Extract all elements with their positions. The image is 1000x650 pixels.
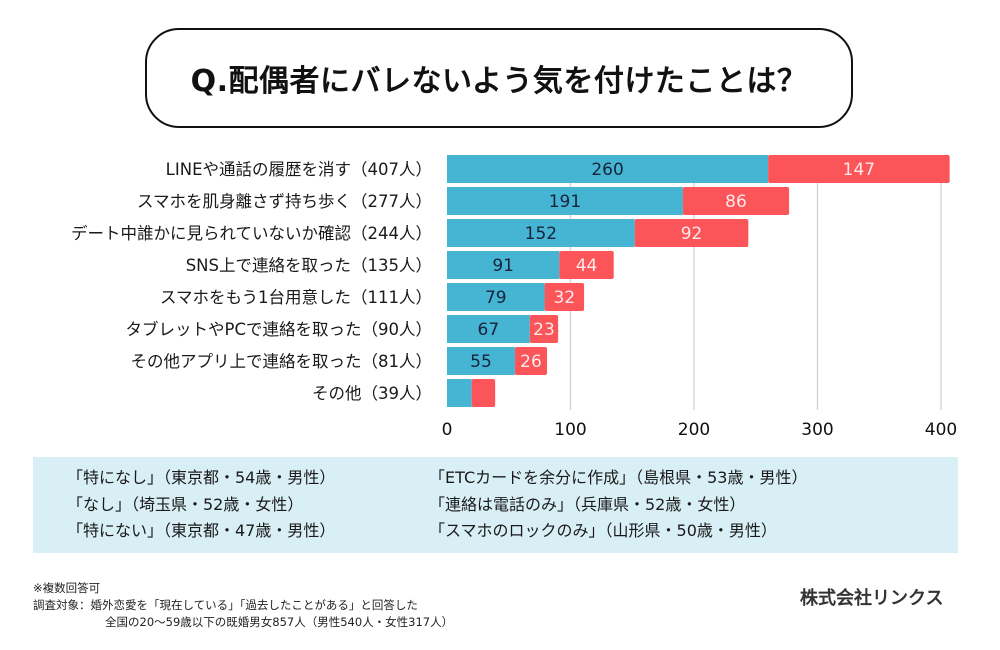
quote-item: 「なし」（埼玉県・52歳・女性）	[67, 494, 304, 514]
chart-title: Q.配偶者にバレないよう気を付けたことは？	[190, 64, 808, 99]
category-label: デート中誰かに見られていないか確認（244人）	[71, 223, 432, 243]
category-label: その他アプリ上で連絡を取った（81人）	[131, 352, 433, 371]
bar-segment-female	[682, 187, 790, 215]
bar-segment-female	[768, 155, 950, 183]
category-label: その他（39人）	[312, 384, 432, 403]
bar-segment-female	[559, 251, 614, 279]
bar-segment-male	[447, 379, 472, 407]
value-label-male: 191	[549, 192, 581, 212]
value-label-female: 32	[554, 288, 576, 308]
title-box: Q.配偶者にバレないよう気を付けたことは？	[145, 28, 853, 128]
quote-item: 「連絡は電話のみ」（兵庫県・52歳・女性）	[429, 494, 746, 514]
value-label-male: 79	[485, 288, 507, 308]
bars: 260 147 191 86 152 92 91 44 79 32 67 23 55 26	[447, 155, 950, 407]
value-label-female: 92	[681, 224, 703, 244]
x-tick-label: 200	[678, 420, 710, 440]
value-label-female: 26	[520, 352, 542, 372]
category-label: LINEや通話の履歴を消す（407人）	[166, 160, 432, 179]
value-label-male: 260	[591, 160, 623, 180]
stacked-bar-chart: 260 147 191 86 152 92 91 44 79 32 67 23 55 26 LINEや通話…	[71, 155, 958, 440]
x-axis-ticks: 0 100 200 300 400	[442, 420, 958, 440]
category-label: スマホを肌身離さず持ち歩く（277人）	[137, 192, 432, 211]
category-labels: LINEや通話の履歴を消す（407人） スマホを肌身離さず持ち歩く（277人） デー…	[71, 160, 432, 403]
bar-segment-female	[544, 283, 585, 311]
bar-segment-male	[447, 251, 560, 279]
note-survey-population: 全国の20〜59歳以下の既婚男女857人（男性540人・女性317人）	[105, 615, 454, 629]
x-tick-label: 100	[554, 420, 586, 440]
value-label-female: 44	[576, 256, 598, 276]
category-label: スマホをもう1台用意した（111人）	[160, 288, 432, 307]
note-survey-target: 調査対象：婚外恋愛を「現在している」「過去したことがある」と回答した	[33, 598, 418, 612]
bar-segment-male	[447, 219, 635, 247]
quote-column-left: 「特になし」（東京都・54歳・男性） 「なし」（埼玉県・52歳・女性） 「特にな…	[67, 465, 335, 545]
bar-segment-female	[471, 379, 496, 407]
survey-notes: ※複数回答可 調査対象：婚外恋愛を「現在している」「過去したことがある」と回答し…	[33, 580, 453, 631]
bar-segment-male	[447, 283, 545, 311]
x-tick-label: 400	[925, 420, 957, 440]
quote-item: 「スマホのロックのみ」（山形県・50歳・男性）	[429, 521, 777, 540]
bar-segment-female	[529, 315, 559, 343]
value-label-male: 67	[478, 320, 500, 340]
company-name: 株式会社リンクス	[800, 588, 944, 609]
bar-segment-male	[447, 187, 683, 215]
quote-item: 「ETCカードを余分に作成」（島根県・53歳・男性）	[429, 468, 808, 487]
value-label-female: 23	[533, 320, 555, 340]
value-label-male: 152	[525, 224, 557, 244]
quote-column-right: 「ETCカードを余分に作成」（島根県・53歳・男性） 「連絡は電話のみ」（兵庫県…	[429, 465, 807, 545]
bar-segment-male	[447, 155, 769, 183]
bar-segment-male	[447, 315, 530, 343]
quote-item: 「特にない」（東京都・47歳・男性）	[67, 521, 336, 540]
bar-segment-male	[447, 347, 515, 375]
bar-segment-female	[634, 219, 749, 247]
quote-item: 「特になし」（東京都・54歳・男性）	[67, 468, 336, 487]
category-label: SNS上で連絡を取った（135人）	[186, 256, 432, 275]
category-label: タブレットやPCで連絡を取った（90人）	[126, 319, 432, 339]
x-tick-label: 0	[442, 420, 453, 440]
value-label-female: 86	[725, 192, 747, 212]
note-multiple-answers: ※複数回答可	[33, 581, 101, 595]
bar-segment-female	[514, 347, 548, 375]
value-label-male: 55	[470, 352, 492, 372]
x-tick-label: 300	[801, 420, 833, 440]
value-label-male: 91	[492, 256, 514, 276]
value-label-female: 147	[843, 160, 875, 180]
quote-box: 「特になし」（東京都・54歳・男性） 「なし」（埼玉県・52歳・女性） 「特にな…	[33, 457, 958, 553]
